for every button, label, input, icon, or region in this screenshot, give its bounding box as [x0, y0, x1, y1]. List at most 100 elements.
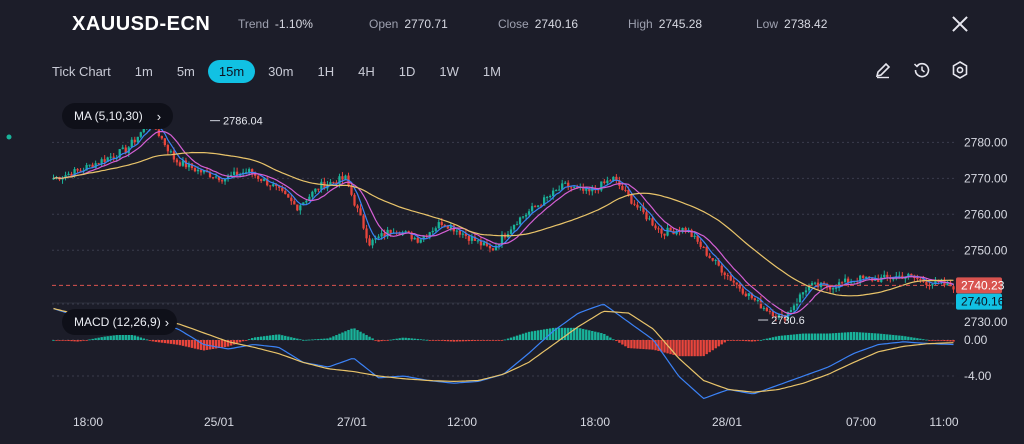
candle-body	[843, 278, 847, 283]
macd-histogram-bar	[618, 340, 621, 343]
timeframe-tick-chart[interactable]: Tick Chart	[52, 63, 111, 79]
timeframe-1d[interactable]: 1D	[398, 63, 416, 79]
macd-histogram-bar	[275, 334, 278, 340]
macd-line	[53, 303, 954, 400]
macd-histogram-bar	[675, 340, 678, 356]
candle-body	[558, 189, 561, 191]
candle-body	[257, 175, 260, 179]
macd-indicator-pill[interactable]: MACD (12,26,9) ›	[62, 309, 178, 335]
candle-body	[383, 233, 386, 237]
macd-histogram-bar	[524, 332, 528, 340]
macd-histogram-bar	[106, 336, 109, 340]
macd-histogram-bar	[741, 340, 744, 341]
macd-histogram-bar	[296, 338, 299, 340]
macd-histogram-bar	[407, 338, 410, 340]
macd-histogram-bar	[413, 338, 416, 340]
candle-body	[434, 228, 437, 231]
candle-body	[807, 285, 811, 291]
macd-tick-label: -4.00	[964, 369, 992, 383]
ma-indicator-pill[interactable]: MA (5,10,30) ›	[62, 103, 174, 129]
macd-histogram-bar	[443, 340, 447, 342]
timeframe-5m[interactable]: 5m	[176, 63, 195, 79]
candle-body	[281, 187, 284, 191]
history-icon[interactable]	[912, 60, 932, 80]
signal-line	[53, 307, 954, 393]
candle-body	[290, 197, 293, 202]
macd-histogram-bar	[642, 340, 645, 350]
macd-histogram-bar	[332, 336, 335, 340]
candle-body	[398, 233, 401, 235]
macd-histogram-bar	[723, 340, 726, 343]
candle-body	[910, 273, 913, 276]
timeframe-1m[interactable]: 1m	[134, 63, 153, 79]
candle-body	[269, 185, 272, 187]
open-stat: Open 2770.71	[369, 17, 448, 31]
macd-histogram-bar	[374, 340, 377, 341]
candle-body	[419, 239, 422, 243]
ma30-line	[53, 151, 954, 297]
macd-histogram-bar	[545, 328, 549, 340]
macd-histogram-bar	[88, 339, 91, 341]
macd-histogram-bar	[657, 340, 660, 352]
candle-body	[886, 274, 889, 278]
macd-histogram-bar	[335, 335, 338, 340]
macd-histogram-bar	[591, 330, 594, 340]
current-price-tag	[956, 277, 1002, 294]
timeframe-1m[interactable]: 1M	[482, 63, 501, 79]
candle-body	[542, 197, 546, 206]
macd-histogram-bar	[91, 338, 94, 340]
timeframe-1w[interactable]: 1W	[439, 63, 459, 79]
trend-stat: Trend -1.10%	[238, 17, 313, 31]
macd-histogram-bar	[386, 340, 389, 341]
timeframe-4h[interactable]: 4H	[358, 63, 375, 79]
macd-histogram-bar	[293, 337, 296, 340]
macd-histogram-bar	[359, 331, 362, 340]
candle-body	[160, 136, 164, 139]
candle-body	[660, 228, 663, 234]
macd-histogram-bar	[52, 340, 55, 341]
candle-body	[750, 293, 753, 299]
macd-histogram-bar	[130, 334, 133, 340]
candle-body	[741, 288, 744, 294]
macd-histogram-bar	[585, 329, 588, 340]
macd-histogram-bar	[738, 340, 741, 341]
candle-body	[690, 229, 693, 237]
settings-icon[interactable]	[950, 60, 970, 80]
candle-body	[515, 224, 519, 226]
candle-body	[220, 180, 224, 182]
candle-body	[952, 286, 955, 290]
timeframe-15m[interactable]: 15m	[207, 59, 256, 83]
macd-histogram-bar	[768, 337, 772, 340]
candle-body	[142, 127, 145, 133]
macd-histogram-bar	[756, 340, 760, 341]
macd-histogram-bar	[871, 333, 874, 340]
high-stat: High 2745.28	[628, 17, 702, 31]
macd-histogram-bar	[115, 335, 118, 340]
macd-histogram-bar	[588, 330, 591, 340]
macd-histogram-bar	[789, 334, 793, 340]
macd-histogram-bar	[482, 340, 486, 341]
macd-histogram-bar	[464, 340, 468, 342]
timeframe-1h[interactable]: 1H	[317, 63, 335, 79]
macd-histogram-bar	[341, 332, 344, 340]
candle-body	[437, 222, 440, 229]
candle-body	[828, 286, 832, 290]
macd-histogram-bar	[774, 336, 778, 340]
macd-histogram-bar	[533, 330, 537, 340]
candle-body	[825, 283, 829, 287]
candle-body	[223, 178, 227, 182]
candle-body	[184, 160, 188, 168]
candle-body	[524, 214, 528, 217]
macd-histogram-bar	[124, 333, 127, 340]
macd-histogram-bar	[612, 339, 615, 341]
macd-histogram-bar	[527, 331, 531, 340]
macd-histogram-bar	[753, 340, 757, 342]
macd-histogram-bar	[154, 340, 158, 342]
macd-histogram-bar	[226, 340, 230, 347]
candle-body	[585, 188, 588, 191]
macd-histogram-bar	[491, 340, 495, 341]
candle-body	[539, 205, 543, 207]
timeframe-30m[interactable]: 30m	[268, 63, 294, 79]
pencil-icon[interactable]	[873, 60, 893, 80]
